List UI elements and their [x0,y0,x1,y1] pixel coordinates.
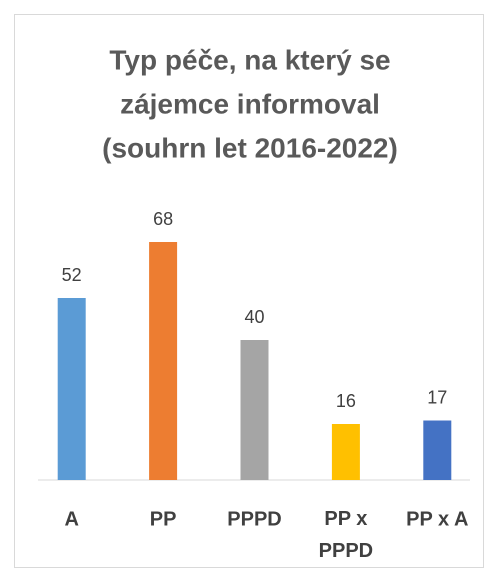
chart-title: (souhrn let 2016-2022) [102,132,398,163]
data-label: 17 [427,387,447,407]
x-tick-label: PP x PPPD [319,508,373,562]
bar [423,420,452,480]
bar [57,298,86,480]
chart-title: Typ péče, na který se [109,44,390,75]
data-label: 68 [153,209,173,229]
data-label: 52 [62,265,82,285]
bar [331,424,360,480]
bar [240,340,269,480]
data-label: 16 [336,391,356,411]
x-tick-label: A [64,508,78,530]
x-tick-label: PPPD [227,508,281,530]
x-tick-label: PP [150,508,177,530]
bar [149,242,178,480]
chart-title: zájemce informoval [120,88,380,119]
x-tick-label: PP x A [406,508,468,530]
data-label: 40 [244,307,264,327]
